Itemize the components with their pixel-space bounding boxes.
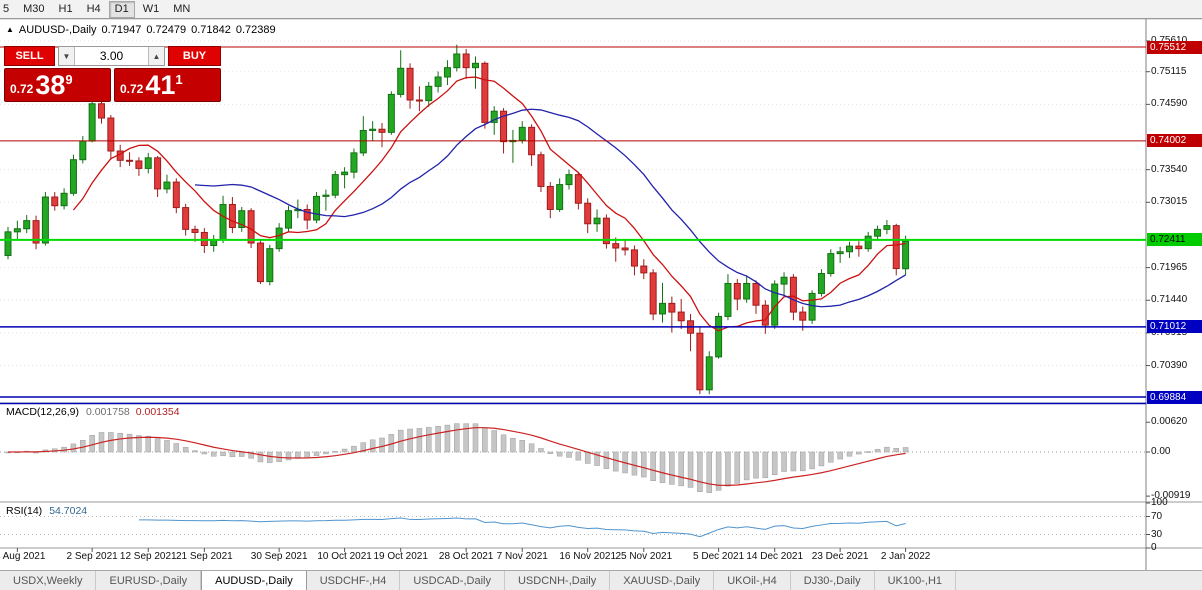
ma-slow-line (194, 108, 906, 308)
timeframe-button-mn[interactable]: MN (173, 2, 191, 15)
timeframe-button-m30[interactable]: M30 (23, 2, 45, 15)
rsi-indicator-label: RSI(14) 54.7024 (6, 505, 87, 517)
chart-tab-uk100-h1[interactable]: UK100-,H1 (875, 571, 957, 590)
buy-button[interactable]: BUY (168, 46, 221, 66)
chart-tab-audusd-daily[interactable]: AUDUSD-,Daily (201, 571, 307, 590)
macd-indicator-label: MACD(12,26,9) 0.001758 0.001354 (6, 406, 180, 418)
macd-value-main: 0.001758 (85, 406, 130, 418)
bid-price-pip: 9 (65, 72, 73, 87)
macd-value-signal: 0.001354 (135, 406, 180, 418)
lot-size-stepper[interactable]: ▼ 3.00 ▲ (58, 46, 165, 66)
ask-price-big: 41 (145, 70, 176, 101)
chart-tab-bar: USDX,Weekly EURUSD-,Daily AUDUSD-,Daily USD… (0, 570, 1202, 590)
chart-tab-ukoil-h4[interactable]: UKOil-,H4 (714, 571, 791, 590)
timeframe-button-h4[interactable]: H4 (86, 2, 101, 15)
macd-signal-line (7, 427, 906, 487)
timeframe-button-w1[interactable]: W1 (142, 2, 160, 15)
chart-ohlc-header: ▲ AUDUSD-,Daily 0.71947 0.72479 0.71842 0.723… (6, 24, 281, 36)
lot-decrement-icon[interactable]: ▼ (59, 47, 75, 65)
timeframe-buttons: M30 H1 H4 D1 W1 MN (16, 0, 197, 18)
chart-tab-dj30-daily[interactable]: DJ30-,Daily (791, 571, 875, 590)
ohlc-close: 0.72389 (235, 24, 276, 36)
timeframe-button-h1[interactable]: H1 (58, 2, 73, 15)
chart-tab-usdcnh-daily[interactable]: USDCNH-,Daily (505, 571, 611, 590)
bid-price-big: 38 (35, 70, 66, 101)
chart-tab-xauusd-daily[interactable]: XAUUSD-,Daily (610, 571, 715, 590)
ohlc-open: 0.71947 (101, 24, 142, 36)
ask-price-prefix: 0.72 (120, 82, 144, 96)
lot-increment-icon[interactable]: ▲ (148, 47, 164, 65)
chart-tab-usdcad-daily[interactable]: USDCAD-,Daily (400, 571, 505, 590)
timeframe-toolbar: 5 M30 H1 H4 D1 W1 MN (0, 0, 1202, 19)
rsi-line (138, 517, 906, 538)
chart-tab-usdx-weekly[interactable]: USDX,Weekly (0, 571, 97, 590)
one-click-toggle-icon[interactable]: ▲ (6, 25, 14, 34)
ohlc-high: 0.72479 (146, 24, 187, 36)
ma-fast-line (72, 76, 906, 332)
timeframe-button-partial[interactable]: 5 (3, 2, 10, 15)
ohlc-low: 0.71842 (191, 24, 231, 36)
lot-size-value[interactable]: 3.00 (99, 49, 124, 63)
buy-price-display[interactable]: 0.72 41 1 (114, 68, 221, 102)
symbol-name: AUDUSD-,Daily (18, 24, 97, 36)
sell-button[interactable]: SELL (4, 46, 55, 66)
rsi-value: 54.7024 (49, 505, 88, 517)
chart-tab-eurusd-daily[interactable]: EURUSD-,Daily (96, 571, 202, 590)
chart-tab-usdchf-h4[interactable]: USDCHF-,H4 (307, 571, 401, 590)
macd-title: MACD(12,26,9) (6, 406, 79, 418)
sell-price-display[interactable]: 0.72 38 9 (4, 68, 111, 102)
timeframe-button-d1[interactable]: D1 (108, 0, 135, 18)
ask-price-pip: 1 (175, 72, 183, 87)
bid-price-prefix: 0.72 (10, 82, 34, 96)
candles (4, 44, 910, 395)
macd-histogram (5, 423, 909, 493)
rsi-title: RSI(14) (6, 505, 43, 517)
